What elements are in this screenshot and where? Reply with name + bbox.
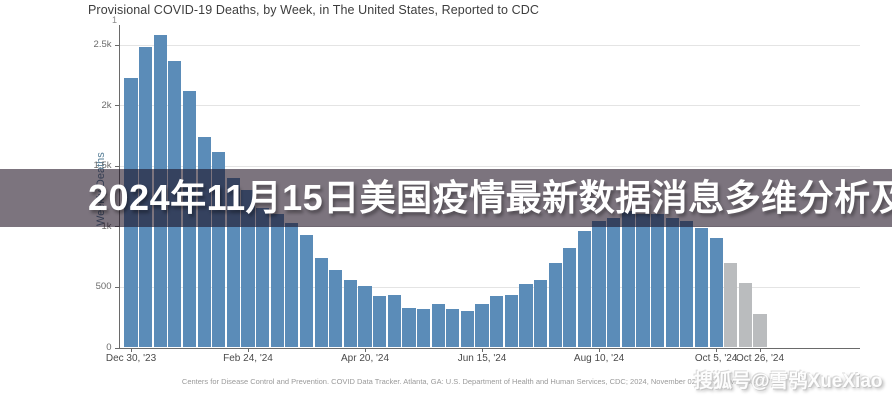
x-tick bbox=[760, 347, 761, 352]
chart-title: Provisional COVID-19 Deaths, by Week, in… bbox=[88, 3, 539, 17]
x-tick bbox=[599, 347, 601, 352]
bar bbox=[665, 218, 679, 348]
y-tick bbox=[114, 165, 119, 167]
bar bbox=[446, 308, 460, 348]
y-gridline bbox=[118, 165, 860, 167]
x-axis-line bbox=[118, 347, 860, 349]
bar bbox=[256, 208, 270, 348]
x-tick bbox=[248, 347, 250, 352]
y-gridline bbox=[118, 286, 860, 288]
x-tick bbox=[716, 347, 718, 352]
y-tick bbox=[114, 347, 119, 349]
x-tick bbox=[131, 347, 132, 352]
bar bbox=[621, 211, 635, 348]
bar bbox=[563, 247, 577, 348]
y-tick-label: 2.5k bbox=[93, 39, 112, 50]
bar bbox=[533, 280, 548, 348]
title-footnote-marker: 1 bbox=[112, 15, 118, 25]
bar bbox=[343, 280, 357, 348]
y-tick-label: 2k bbox=[101, 99, 112, 111]
bar bbox=[270, 214, 284, 348]
bar bbox=[504, 295, 518, 348]
bar bbox=[548, 262, 562, 348]
x-tick-label: Jun 15, '24 bbox=[457, 352, 507, 364]
bar bbox=[402, 307, 416, 348]
bar bbox=[241, 189, 255, 348]
x-tick-label: Oct 5, '24 bbox=[694, 352, 738, 364]
x-tick-label: Oct 26, '24 bbox=[735, 352, 785, 364]
bar bbox=[314, 258, 328, 348]
headline-text: 2024年11月15日美国疫情最新数据消息多维分析及其影响 bbox=[88, 177, 892, 218]
x-tick-label: Apr 20, '24 bbox=[341, 352, 390, 364]
bar bbox=[285, 222, 299, 348]
bar bbox=[387, 295, 401, 348]
bar bbox=[651, 214, 665, 348]
x-tick bbox=[365, 347, 367, 352]
y-gridline bbox=[118, 105, 860, 107]
x-tick-label: Aug 10, '24 bbox=[573, 352, 625, 364]
bar bbox=[636, 214, 650, 348]
bar bbox=[416, 308, 431, 348]
bar bbox=[490, 295, 504, 348]
y-tick-label: 0 bbox=[106, 342, 112, 353]
y-tick-label: 500 bbox=[95, 281, 112, 293]
bar bbox=[431, 304, 445, 348]
y-tick bbox=[114, 105, 119, 107]
source-citation: Centers for Disease Control and Preventi… bbox=[181, 377, 771, 386]
x-tick bbox=[482, 347, 484, 352]
bar bbox=[592, 221, 606, 348]
bar bbox=[753, 314, 767, 348]
y-gridline bbox=[118, 44, 860, 46]
bar bbox=[738, 282, 752, 348]
bar bbox=[475, 304, 489, 348]
bar bbox=[519, 284, 533, 348]
watermark-text: 搜狐号@雪鸮XueXiao bbox=[694, 371, 883, 392]
bar bbox=[724, 262, 738, 348]
bar bbox=[373, 295, 387, 348]
x-tick-label: Dec 30, '23 bbox=[105, 352, 157, 364]
bar bbox=[577, 231, 592, 348]
bar bbox=[607, 217, 621, 348]
bar bbox=[329, 269, 343, 348]
y-tick bbox=[114, 44, 119, 46]
y-tick bbox=[114, 286, 119, 288]
headline-banner: 2024年11月15日美国疫情最新数据消息多维分析及其影响 bbox=[0, 169, 892, 227]
bar bbox=[358, 286, 372, 348]
bar bbox=[299, 235, 314, 348]
bar bbox=[709, 237, 723, 348]
y-tick-label: 1.5k bbox=[93, 160, 112, 172]
bar bbox=[694, 227, 709, 348]
bar bbox=[460, 310, 475, 348]
x-tick-label: Feb 24, '24 bbox=[223, 352, 273, 364]
bar bbox=[680, 221, 694, 348]
